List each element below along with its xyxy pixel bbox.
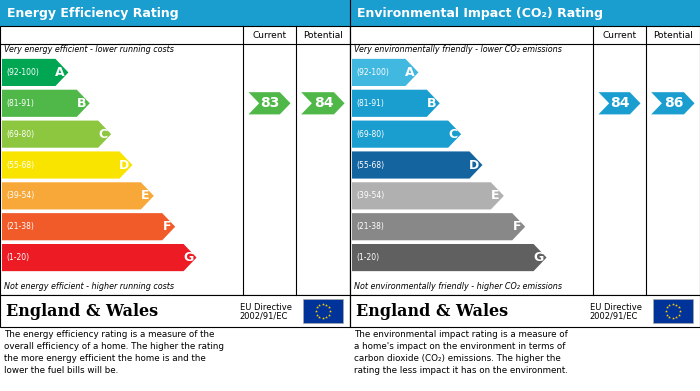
Polygon shape xyxy=(352,151,482,179)
Polygon shape xyxy=(2,151,132,179)
Text: 84: 84 xyxy=(314,96,333,110)
Text: (92-100): (92-100) xyxy=(6,68,39,77)
Text: B: B xyxy=(76,97,86,110)
Text: Not environmentally friendly - higher CO₂ emissions: Not environmentally friendly - higher CO… xyxy=(354,282,562,291)
Text: (55-68): (55-68) xyxy=(6,160,34,170)
Text: C: C xyxy=(448,127,457,141)
Text: E: E xyxy=(141,189,150,203)
Polygon shape xyxy=(352,90,440,117)
Text: Environmental Impact (CO₂) Rating: Environmental Impact (CO₂) Rating xyxy=(357,7,603,20)
Text: (39-54): (39-54) xyxy=(356,191,384,200)
Text: (1-20): (1-20) xyxy=(356,253,379,262)
Text: (69-80): (69-80) xyxy=(6,130,34,139)
Text: (21-38): (21-38) xyxy=(6,222,34,231)
Text: G: G xyxy=(533,251,543,264)
Text: EU Directive: EU Directive xyxy=(589,303,642,312)
Polygon shape xyxy=(2,213,175,240)
Polygon shape xyxy=(2,182,154,210)
Bar xyxy=(350,295,700,327)
Polygon shape xyxy=(2,90,90,117)
Text: Very environmentally friendly - lower CO₂ emissions: Very environmentally friendly - lower CO… xyxy=(354,45,562,54)
Polygon shape xyxy=(352,213,525,240)
Text: A: A xyxy=(405,66,415,79)
Text: 84: 84 xyxy=(610,96,630,110)
Text: (81-91): (81-91) xyxy=(356,99,384,108)
Text: Energy Efficiency Rating: Energy Efficiency Rating xyxy=(7,7,178,20)
Text: E: E xyxy=(491,189,500,203)
Text: Current: Current xyxy=(253,30,286,39)
Text: The environmental impact rating is a measure of
a home's impact on the environme: The environmental impact rating is a mea… xyxy=(354,330,568,375)
Bar xyxy=(0,0,350,26)
Text: 2002/91/EC: 2002/91/EC xyxy=(239,312,288,321)
Text: (55-68): (55-68) xyxy=(356,160,384,170)
Polygon shape xyxy=(2,244,197,271)
Text: F: F xyxy=(512,220,521,233)
Bar xyxy=(302,299,343,323)
Text: Not energy efficient - higher running costs: Not energy efficient - higher running co… xyxy=(4,282,174,291)
Text: Potential: Potential xyxy=(653,30,693,39)
Polygon shape xyxy=(651,92,694,115)
Text: Potential: Potential xyxy=(303,30,343,39)
Polygon shape xyxy=(352,59,419,86)
Bar xyxy=(350,26,700,295)
Text: B: B xyxy=(426,97,436,110)
Text: (21-38): (21-38) xyxy=(356,222,384,231)
Text: EU Directive: EU Directive xyxy=(239,303,292,312)
Polygon shape xyxy=(301,92,344,115)
Text: C: C xyxy=(98,127,107,141)
Text: (81-91): (81-91) xyxy=(6,99,34,108)
Text: D: D xyxy=(469,158,480,172)
Text: The energy efficiency rating is a measure of the
overall efficiency of a home. T: The energy efficiency rating is a measur… xyxy=(4,330,224,375)
Bar xyxy=(350,0,700,26)
Text: England & Wales: England & Wales xyxy=(6,303,158,319)
Polygon shape xyxy=(352,182,504,210)
Text: Current: Current xyxy=(603,30,636,39)
Bar xyxy=(0,26,350,295)
Text: (39-54): (39-54) xyxy=(6,191,34,200)
Text: 83: 83 xyxy=(260,96,280,110)
Bar xyxy=(652,299,693,323)
Text: (69-80): (69-80) xyxy=(356,130,384,139)
Text: England & Wales: England & Wales xyxy=(356,303,508,319)
Polygon shape xyxy=(248,92,290,115)
Text: G: G xyxy=(183,251,193,264)
Text: 86: 86 xyxy=(664,96,683,110)
Polygon shape xyxy=(352,244,547,271)
Text: A: A xyxy=(55,66,65,79)
Text: (92-100): (92-100) xyxy=(356,68,389,77)
Bar xyxy=(0,295,350,327)
Text: 2002/91/EC: 2002/91/EC xyxy=(589,312,638,321)
Text: D: D xyxy=(119,158,130,172)
Polygon shape xyxy=(598,92,640,115)
Text: (1-20): (1-20) xyxy=(6,253,29,262)
Text: Very energy efficient - lower running costs: Very energy efficient - lower running co… xyxy=(4,45,174,54)
Text: F: F xyxy=(162,220,171,233)
Polygon shape xyxy=(2,59,69,86)
Polygon shape xyxy=(352,120,461,148)
Polygon shape xyxy=(2,120,111,148)
